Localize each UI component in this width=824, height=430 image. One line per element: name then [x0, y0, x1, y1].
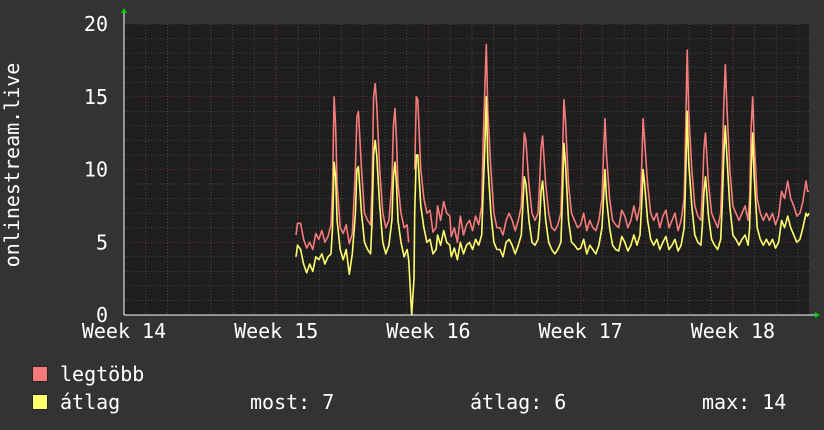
x-axis-arrow: [815, 312, 820, 318]
stat-max: max: 14: [702, 390, 787, 414]
x-tick-label: Week 18: [691, 319, 775, 343]
legend-avg: átlag: [32, 392, 120, 412]
grid: [123, 23, 809, 315]
x-tick-label: Week 15: [234, 319, 318, 343]
legend-avg-swatch: [32, 394, 48, 410]
stat-average: átlag: 6: [470, 390, 567, 414]
y-tick-label: 20: [84, 12, 108, 36]
legend-max-swatch: [32, 366, 48, 382]
y-axis-arrow: [121, 8, 127, 13]
stat-now: most: 7: [250, 390, 335, 414]
y-tick-label: 5: [96, 230, 108, 254]
series-line-max: [295, 43, 809, 251]
y-axis-label: onlinestream.live: [0, 63, 24, 268]
y-tick-label: 10: [84, 158, 108, 182]
series-lines: [295, 43, 810, 316]
legend-max-label: legtöbb: [60, 362, 145, 386]
legend-avg-label: átlag: [60, 390, 121, 414]
x-tick-label: Week 16: [386, 319, 470, 343]
x-tick-label: Week 14: [82, 319, 166, 343]
y-tick-label: 0: [96, 303, 108, 327]
x-tick-label: Week 17: [539, 319, 623, 343]
legend-max: legtöbb: [32, 364, 144, 384]
tick-labels: 0 5 10 15 20 Week 14 Week 15 Week 16 Week 17 Week…: [82, 12, 775, 343]
y-tick-label: 15: [84, 85, 108, 109]
series-line-avg: [295, 96, 810, 316]
axes: [121, 8, 820, 318]
